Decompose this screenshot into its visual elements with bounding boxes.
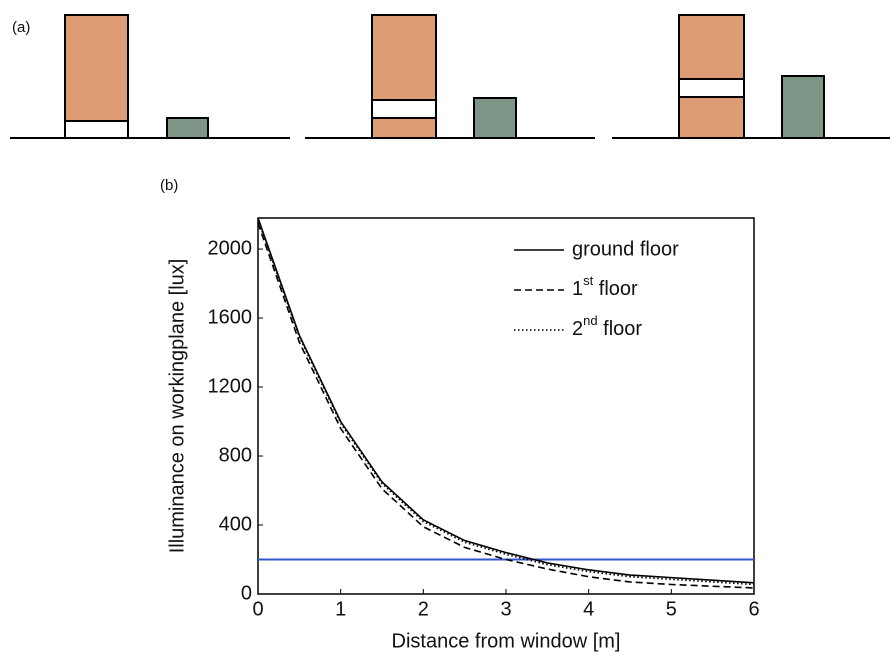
y-tick-label: 1600 [208,306,253,328]
window-floor [678,78,745,98]
y-tick-label: 400 [219,513,252,535]
obstruction [473,97,517,139]
x-tick-label: 2 [418,598,429,620]
window-floor [371,99,437,119]
x-tick-label: 6 [748,598,759,620]
y-tick-label: 800 [219,444,252,466]
legend-label: 2nd floor [572,313,642,340]
window-floor [64,120,129,139]
building [371,14,437,139]
panel-a-diagram [10,14,890,139]
series-line [257,222,755,589]
panel-label: (a) [12,19,30,36]
x-tick-label: 0 [252,598,263,620]
building [678,14,745,139]
x-axis-label: Distance from window [m] [392,630,621,652]
series-line [257,217,755,584]
y-axis-label: Illuminance on workingplane [lux] [166,259,188,554]
obstruction [166,117,209,139]
panel-label: (b) [160,177,178,194]
building [64,14,129,139]
legend-label: 1st floor [572,273,638,300]
y-tick-label: 0 [241,582,252,604]
x-tick-label: 1 [335,598,346,620]
series-line [257,219,755,586]
y-tick-label: 2000 [208,237,253,259]
y-tick-label: 1200 [208,375,253,397]
x-tick-label: 3 [500,598,511,620]
legend-label: ground floor [572,238,679,260]
x-tick-label: 5 [666,598,677,620]
x-tick-label: 4 [583,598,594,620]
obstruction [781,75,825,139]
